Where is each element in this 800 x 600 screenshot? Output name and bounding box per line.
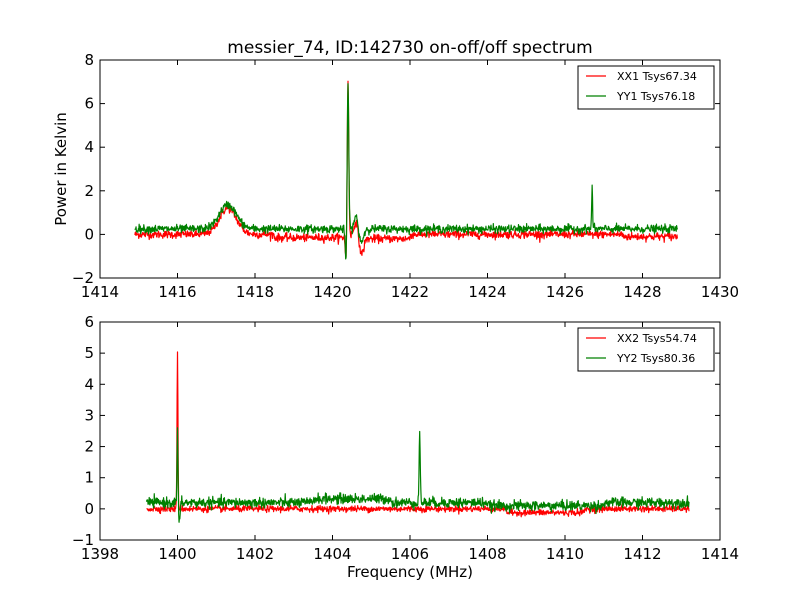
x-tick-label: 1406 [391,545,429,563]
x-tick-label: 1404 [313,545,351,563]
y-tick-label: 0 [84,225,94,243]
y-tick-label: 2 [84,182,94,200]
x-tick-label: 1416 [158,283,196,301]
top-chart: 1414 1416 1418 1420 1422 1424 1426 1428 1430 −2 0 2… [52,51,739,301]
x-tick-label: 1426 [546,283,584,301]
series-line-yy1 [134,83,678,260]
bottom-legend-box [577,327,715,372]
y-tick-label: 6 [84,313,94,331]
bottom-legend: XX2 Tsys54.74 YY2 Tsys80.36 [577,327,715,372]
y-tick-label: 1 [84,469,94,487]
bottom-chart: 1398 1400 1402 1404 1406 1408 1410 1412 1414 −1 0 1… [72,313,739,581]
bottom-ticks: 1398 1400 1402 1404 1406 1408 1410 1412 1414 −1 0 1… [72,313,739,563]
y-tick-label: 2 [84,438,94,456]
x-tick-label: 1412 [623,545,661,563]
legend-label-yy1: YY1 Tsys76.18 [616,90,695,103]
x-tick-label: 1410 [546,545,584,563]
legend-label-yy2: YY2 Tsys80.36 [616,352,695,365]
top-y-axis-label: Power in Kelvin [52,112,70,226]
y-tick-label: 0 [84,500,94,518]
top-legend: XX1 Tsys67.34 YY1 Tsys76.18 [577,65,715,110]
x-tick-label: 1408 [468,545,506,563]
y-tick-label: −1 [72,531,94,549]
x-tick-label: 1430 [701,283,739,301]
x-tick-label: 1402 [236,545,274,563]
x-tick-label: 1400 [158,545,196,563]
top-plot-lines [134,80,678,260]
legend-label-xx2: XX2 Tsys54.74 [617,332,697,345]
x-tick-label: 1420 [313,283,351,301]
top-ticks: 1414 1416 1418 1420 1422 1424 1426 1428 1430 −2 0 2… [72,51,739,301]
y-tick-label: 6 [84,95,94,113]
top-legend-box [577,65,715,110]
y-tick-label: −2 [72,269,94,287]
y-tick-label: 5 [84,344,94,362]
y-tick-label: 4 [84,138,94,156]
x-tick-label: 1414 [81,283,119,301]
series-line-yy2 [145,427,690,523]
chart-title: messier_74, ID:142730 on-off/off spectru… [227,38,592,58]
x-tick-label: 1422 [391,283,429,301]
legend-label-xx1: XX1 Tsys67.34 [617,70,697,83]
y-tick-label: 8 [84,51,94,69]
y-tick-label: 3 [84,406,94,424]
x-tick-label: 1414 [701,545,739,563]
x-tick-label: 1398 [81,545,119,563]
bottom-plot-lines [145,351,690,523]
bottom-x-axis-label: Frequency (MHz) [347,563,473,581]
x-tick-label: 1424 [468,283,506,301]
x-tick-label: 1418 [236,283,274,301]
y-tick-label: 4 [84,375,94,393]
x-tick-label: 1428 [623,283,661,301]
